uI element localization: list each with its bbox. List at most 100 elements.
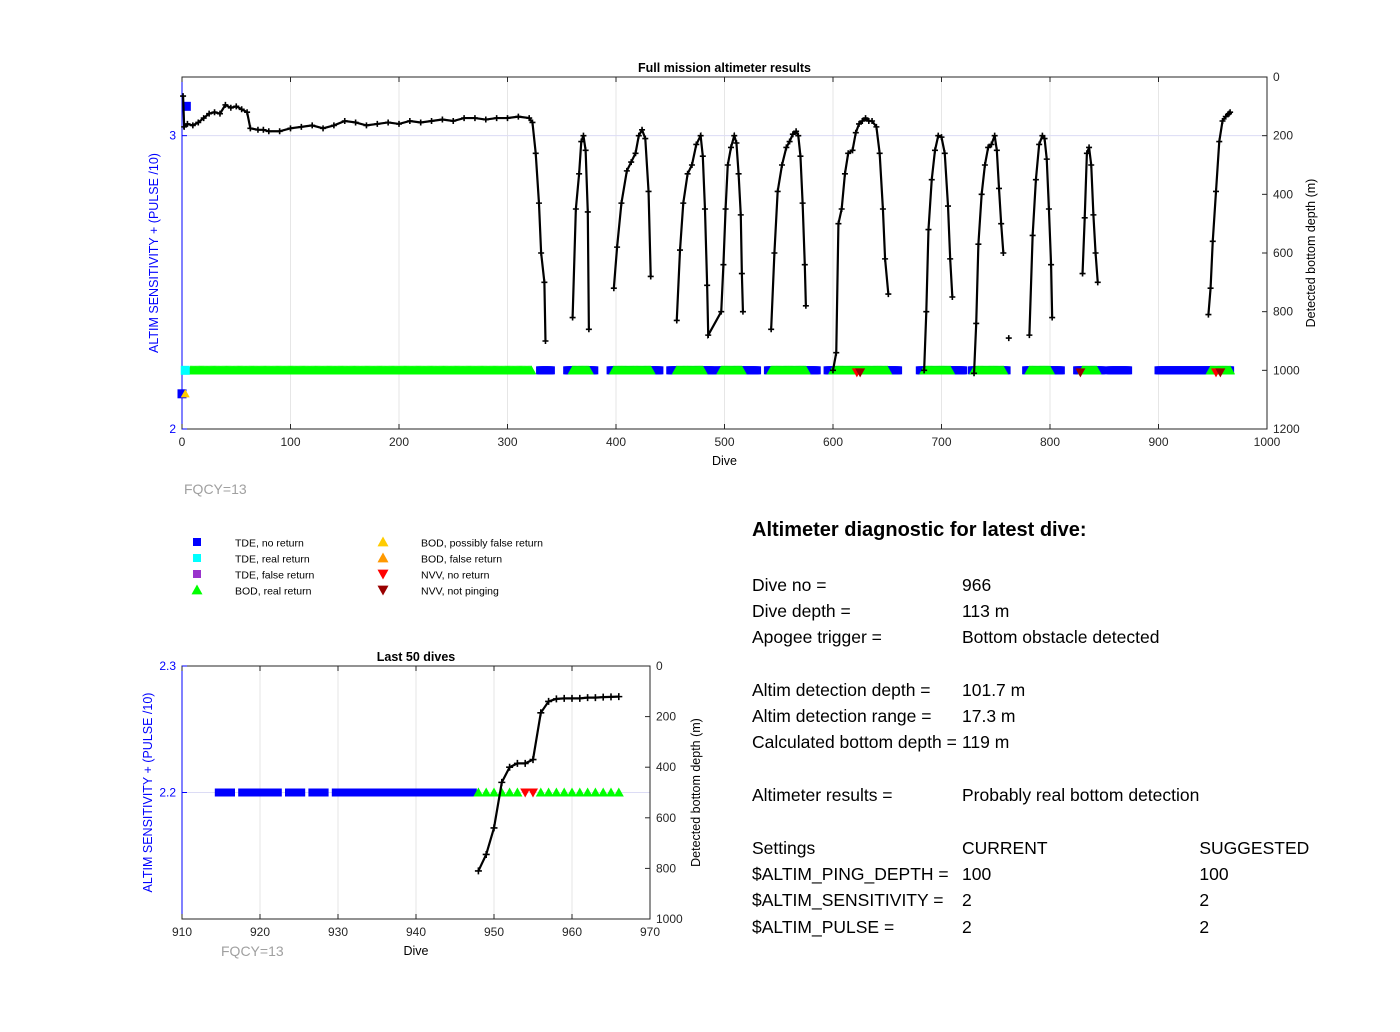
depth-point bbox=[704, 282, 711, 289]
tde_no_return-marker bbox=[1002, 366, 1011, 375]
depth-point bbox=[882, 255, 889, 262]
depth-point bbox=[428, 118, 435, 124]
depth-point bbox=[783, 144, 790, 151]
y-right-tick-label: 800 bbox=[656, 861, 676, 875]
depth-point bbox=[417, 119, 424, 126]
tde_no_return-marker bbox=[402, 788, 415, 797]
tde_no_return-marker bbox=[378, 788, 391, 797]
diagnostic-label bbox=[752, 756, 962, 782]
diagnostic-label: Altimeter results = bbox=[752, 785, 893, 806]
nvv_not_pinging-marker bbox=[1075, 368, 1086, 378]
depth-point bbox=[406, 118, 413, 124]
diagnostic-extra bbox=[1199, 756, 1309, 782]
depth-point bbox=[385, 119, 392, 126]
legend-tde_false_return-label: TDE, false return bbox=[235, 570, 315, 582]
bod_real_return-marker bbox=[559, 787, 570, 797]
status-markers bbox=[214, 787, 624, 798]
nvv_no_return-marker bbox=[528, 788, 538, 798]
tde_no_return-marker bbox=[394, 788, 407, 797]
depth-point bbox=[580, 132, 587, 139]
diagnostic-label: $ALTIM_PING_DEPTH = bbox=[752, 863, 949, 884]
depth-point bbox=[585, 326, 592, 333]
tde_no_return-marker bbox=[339, 788, 352, 797]
tde_no_return-marker bbox=[1098, 366, 1107, 375]
tde_no_return-marker bbox=[386, 788, 399, 797]
bod_real_return-marker bbox=[535, 787, 546, 797]
y-right-tick-label: 400 bbox=[656, 760, 676, 774]
diagnostic-value: 119 m bbox=[962, 732, 1010, 753]
diagnostic-row: Altimeter results = Probably real bottom … bbox=[752, 782, 1309, 808]
diagnostic-label: $ALTIM_SENSITIVITY = bbox=[752, 890, 944, 911]
diagnostic-row: Dive depth = 113 m bbox=[752, 598, 1309, 624]
depth-point bbox=[211, 109, 218, 116]
x-tick-label: 400 bbox=[606, 435, 626, 449]
depth-point bbox=[607, 693, 615, 701]
y-right-tick-label: 1000 bbox=[1273, 363, 1300, 377]
bod_real_return-marker bbox=[800, 365, 811, 375]
depth-point bbox=[330, 122, 337, 129]
depth-point bbox=[673, 317, 680, 324]
depth-point bbox=[493, 115, 500, 122]
legend-nvv_not_pinging-marker bbox=[377, 585, 389, 596]
depth-point bbox=[985, 144, 992, 151]
depth-point bbox=[639, 126, 646, 133]
depth-point bbox=[309, 122, 316, 129]
diagnostic-extra bbox=[1199, 677, 1309, 703]
depth-point bbox=[845, 150, 852, 157]
depth-point bbox=[731, 132, 738, 139]
tde_no_return-marker bbox=[433, 788, 446, 797]
legend-bod_false_return-marker bbox=[377, 552, 389, 563]
diagnostic-value bbox=[962, 756, 1199, 782]
x-tick-label: 600 bbox=[823, 435, 843, 449]
depth-point bbox=[1045, 206, 1052, 212]
depth-point bbox=[801, 261, 808, 268]
depth-point bbox=[560, 694, 568, 702]
depth-point bbox=[981, 162, 988, 168]
x-tick-label: 500 bbox=[714, 435, 734, 449]
depth-point bbox=[181, 123, 188, 130]
depth-point bbox=[1092, 250, 1099, 256]
depth-point bbox=[699, 153, 706, 160]
tde_no_return-marker bbox=[331, 788, 345, 797]
y-left-tick-label: 2.2 bbox=[159, 786, 176, 800]
legend-tde_false_return-marker bbox=[193, 570, 201, 578]
depth-point bbox=[529, 119, 536, 126]
depth-point bbox=[515, 113, 522, 120]
depth-point bbox=[928, 176, 935, 183]
depth-point bbox=[680, 200, 687, 207]
depth-point bbox=[545, 697, 553, 705]
y-right-tick-label: 1000 bbox=[656, 912, 683, 926]
bod_real_return-marker bbox=[590, 787, 601, 797]
diagnostic-row bbox=[752, 651, 1309, 677]
tde_no_return-marker bbox=[370, 788, 384, 797]
depth-point bbox=[363, 122, 370, 129]
depth-point bbox=[733, 140, 740, 146]
depth-point bbox=[786, 138, 793, 145]
depth-point bbox=[526, 115, 533, 122]
tde_no_return-marker bbox=[238, 788, 251, 797]
depth-line-segment bbox=[770, 129, 807, 330]
depth-point bbox=[618, 200, 625, 207]
depth-point bbox=[374, 120, 381, 127]
depth-point bbox=[768, 326, 775, 333]
depth-point bbox=[949, 294, 956, 300]
diagnostic-value bbox=[962, 809, 1199, 835]
diagnostic-row: Settings CURRENT SUGGESTED bbox=[752, 835, 1309, 861]
depth-point bbox=[320, 125, 327, 132]
bod_real_return-marker bbox=[574, 787, 585, 797]
depth-line bbox=[477, 695, 619, 872]
depth-point bbox=[833, 349, 840, 356]
depth-point bbox=[206, 110, 213, 117]
bod_real_return-marker bbox=[598, 787, 609, 797]
diagnostic-row: Altim detection range = 17.3 m bbox=[752, 703, 1309, 729]
nvv_not_pinging-marker bbox=[1215, 368, 1226, 378]
legend-bod_real_return-marker bbox=[191, 584, 203, 595]
x-tick-label: 900 bbox=[1148, 435, 1168, 449]
depth-point bbox=[947, 255, 954, 262]
depth-point bbox=[852, 129, 859, 136]
x-tick-label: 930 bbox=[328, 925, 348, 939]
depth-point bbox=[569, 314, 576, 321]
depth-point bbox=[684, 170, 691, 177]
tde_no_return-marker bbox=[181, 101, 191, 111]
diagnostic-extra: SUGGESTED bbox=[1199, 837, 1310, 858]
